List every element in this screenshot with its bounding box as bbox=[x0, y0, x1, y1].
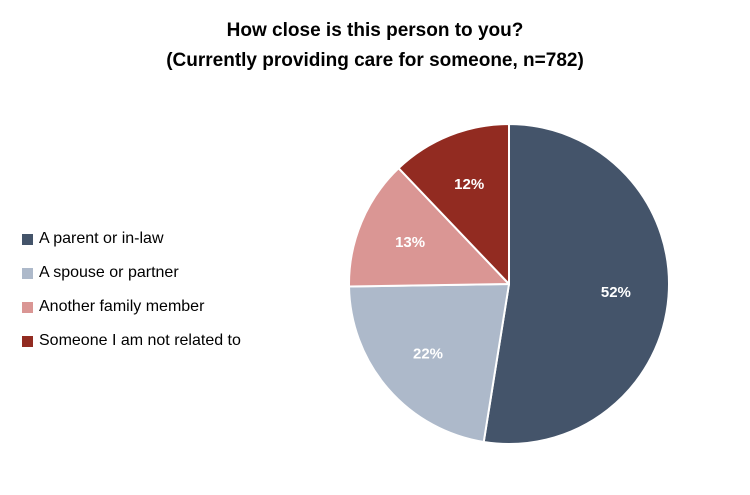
chart-title-block: How close is this person to you? (Curren… bbox=[0, 16, 750, 76]
slice-family-label: 13% bbox=[395, 234, 425, 251]
chart-title: How close is this person to you? bbox=[226, 20, 524, 41]
slice-family bbox=[348, 167, 510, 288]
chart-subtitle: (Currently providing care for someone, n… bbox=[166, 50, 584, 71]
legend-item-spouse: A spouse or partner bbox=[22, 256, 241, 290]
slice-spouse-label: 22% bbox=[413, 346, 443, 363]
slice-unrelated bbox=[397, 123, 510, 285]
legend-swatch-family bbox=[22, 301, 33, 313]
legend-swatch-unrelated bbox=[22, 335, 33, 347]
legend-item-parent: A parent or in-law bbox=[22, 222, 241, 256]
legend-item-family: Another family member bbox=[22, 290, 241, 324]
slice-parent bbox=[482, 123, 670, 445]
legend-swatch-parent bbox=[22, 233, 33, 245]
legend-label-family: Another family member bbox=[39, 298, 205, 315]
slice-spouse bbox=[348, 283, 510, 443]
legend-label-unrelated: Someone I am not related to bbox=[39, 332, 241, 349]
legend-item-unrelated: Someone I am not related to bbox=[22, 324, 241, 358]
legend-swatch-spouse bbox=[22, 267, 33, 279]
slice-unrelated-label: 12% bbox=[454, 176, 484, 193]
legend: A parent or in-law A spouse or partner A… bbox=[22, 222, 241, 358]
slice-parent-label: 52% bbox=[601, 284, 631, 301]
legend-label-spouse: A spouse or partner bbox=[39, 264, 179, 281]
legend-label-parent: A parent or in-law bbox=[39, 230, 164, 247]
